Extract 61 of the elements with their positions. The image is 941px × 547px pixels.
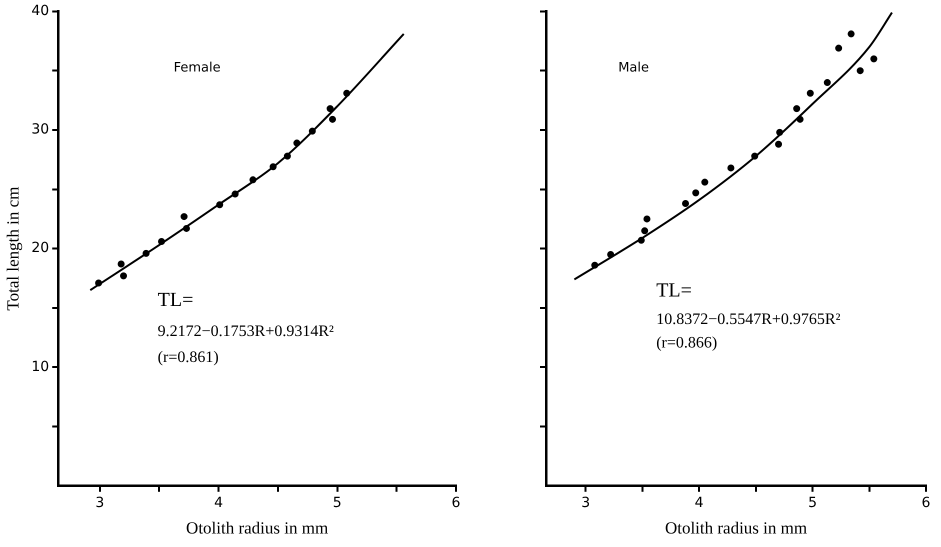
point: [848, 30, 855, 38]
point: [727, 164, 734, 172]
point: [158, 238, 166, 245]
point: [343, 90, 350, 97]
point: [182, 224, 190, 232]
annotation: 10.8372−0.5547R+0.9765R²: [656, 310, 841, 328]
annotation: 9.2172−0.1753R+0.9314R²: [158, 322, 334, 340]
point: [284, 152, 291, 160]
point: [329, 116, 336, 123]
point: [775, 140, 782, 148]
y-tick-label: 20: [31, 240, 50, 256]
point: [232, 190, 239, 198]
x-tick-label: 4: [214, 494, 224, 511]
annotation: (r=0.866): [656, 334, 718, 352]
point: [118, 260, 125, 268]
x-axis-title: Otolith radius in mm: [186, 518, 328, 538]
x-axis-title: Otolith radius in mm: [664, 518, 808, 538]
point: [692, 189, 700, 196]
point: [856, 67, 864, 74]
point: [776, 128, 784, 136]
point: [682, 200, 690, 208]
x-tick-label: 5: [808, 494, 818, 511]
y-tick-label: 30: [31, 122, 50, 138]
point: [95, 279, 102, 286]
point: [180, 213, 188, 220]
point: [308, 128, 316, 135]
point: [641, 227, 648, 234]
point: [591, 262, 598, 269]
point: [870, 55, 878, 62]
annotation: (r=0.861): [158, 348, 219, 366]
x-tick-label: 3: [95, 494, 104, 511]
annotation: TL=: [656, 280, 692, 302]
point: [806, 90, 814, 97]
x-tick-label: 3: [581, 494, 590, 511]
point: [270, 163, 277, 170]
point: [607, 251, 614, 258]
y-tick-label: 10: [31, 358, 50, 375]
annotation: Female: [174, 60, 221, 76]
point: [216, 201, 224, 208]
point: [293, 140, 300, 147]
point: [643, 215, 650, 222]
x-tick-label: 4: [694, 494, 704, 511]
point: [835, 44, 842, 52]
point: [796, 116, 804, 123]
point: [326, 105, 334, 112]
y-axis-title: Total length in cm: [4, 186, 23, 311]
point: [120, 272, 128, 280]
line-series: [89, 32, 405, 292]
x-tick-label: 6: [922, 494, 931, 511]
point: [249, 176, 256, 184]
annotation: Male: [618, 60, 649, 76]
point: [751, 152, 758, 160]
x-tick-label: 6: [452, 494, 461, 511]
x-tick-label: 5: [332, 494, 342, 511]
annotation: TL=: [158, 289, 194, 312]
point: [638, 236, 645, 244]
y-tick-label: 40: [31, 3, 50, 20]
point: [824, 79, 831, 86]
point: [793, 105, 800, 112]
point: [142, 250, 150, 257]
point: [701, 178, 708, 186]
